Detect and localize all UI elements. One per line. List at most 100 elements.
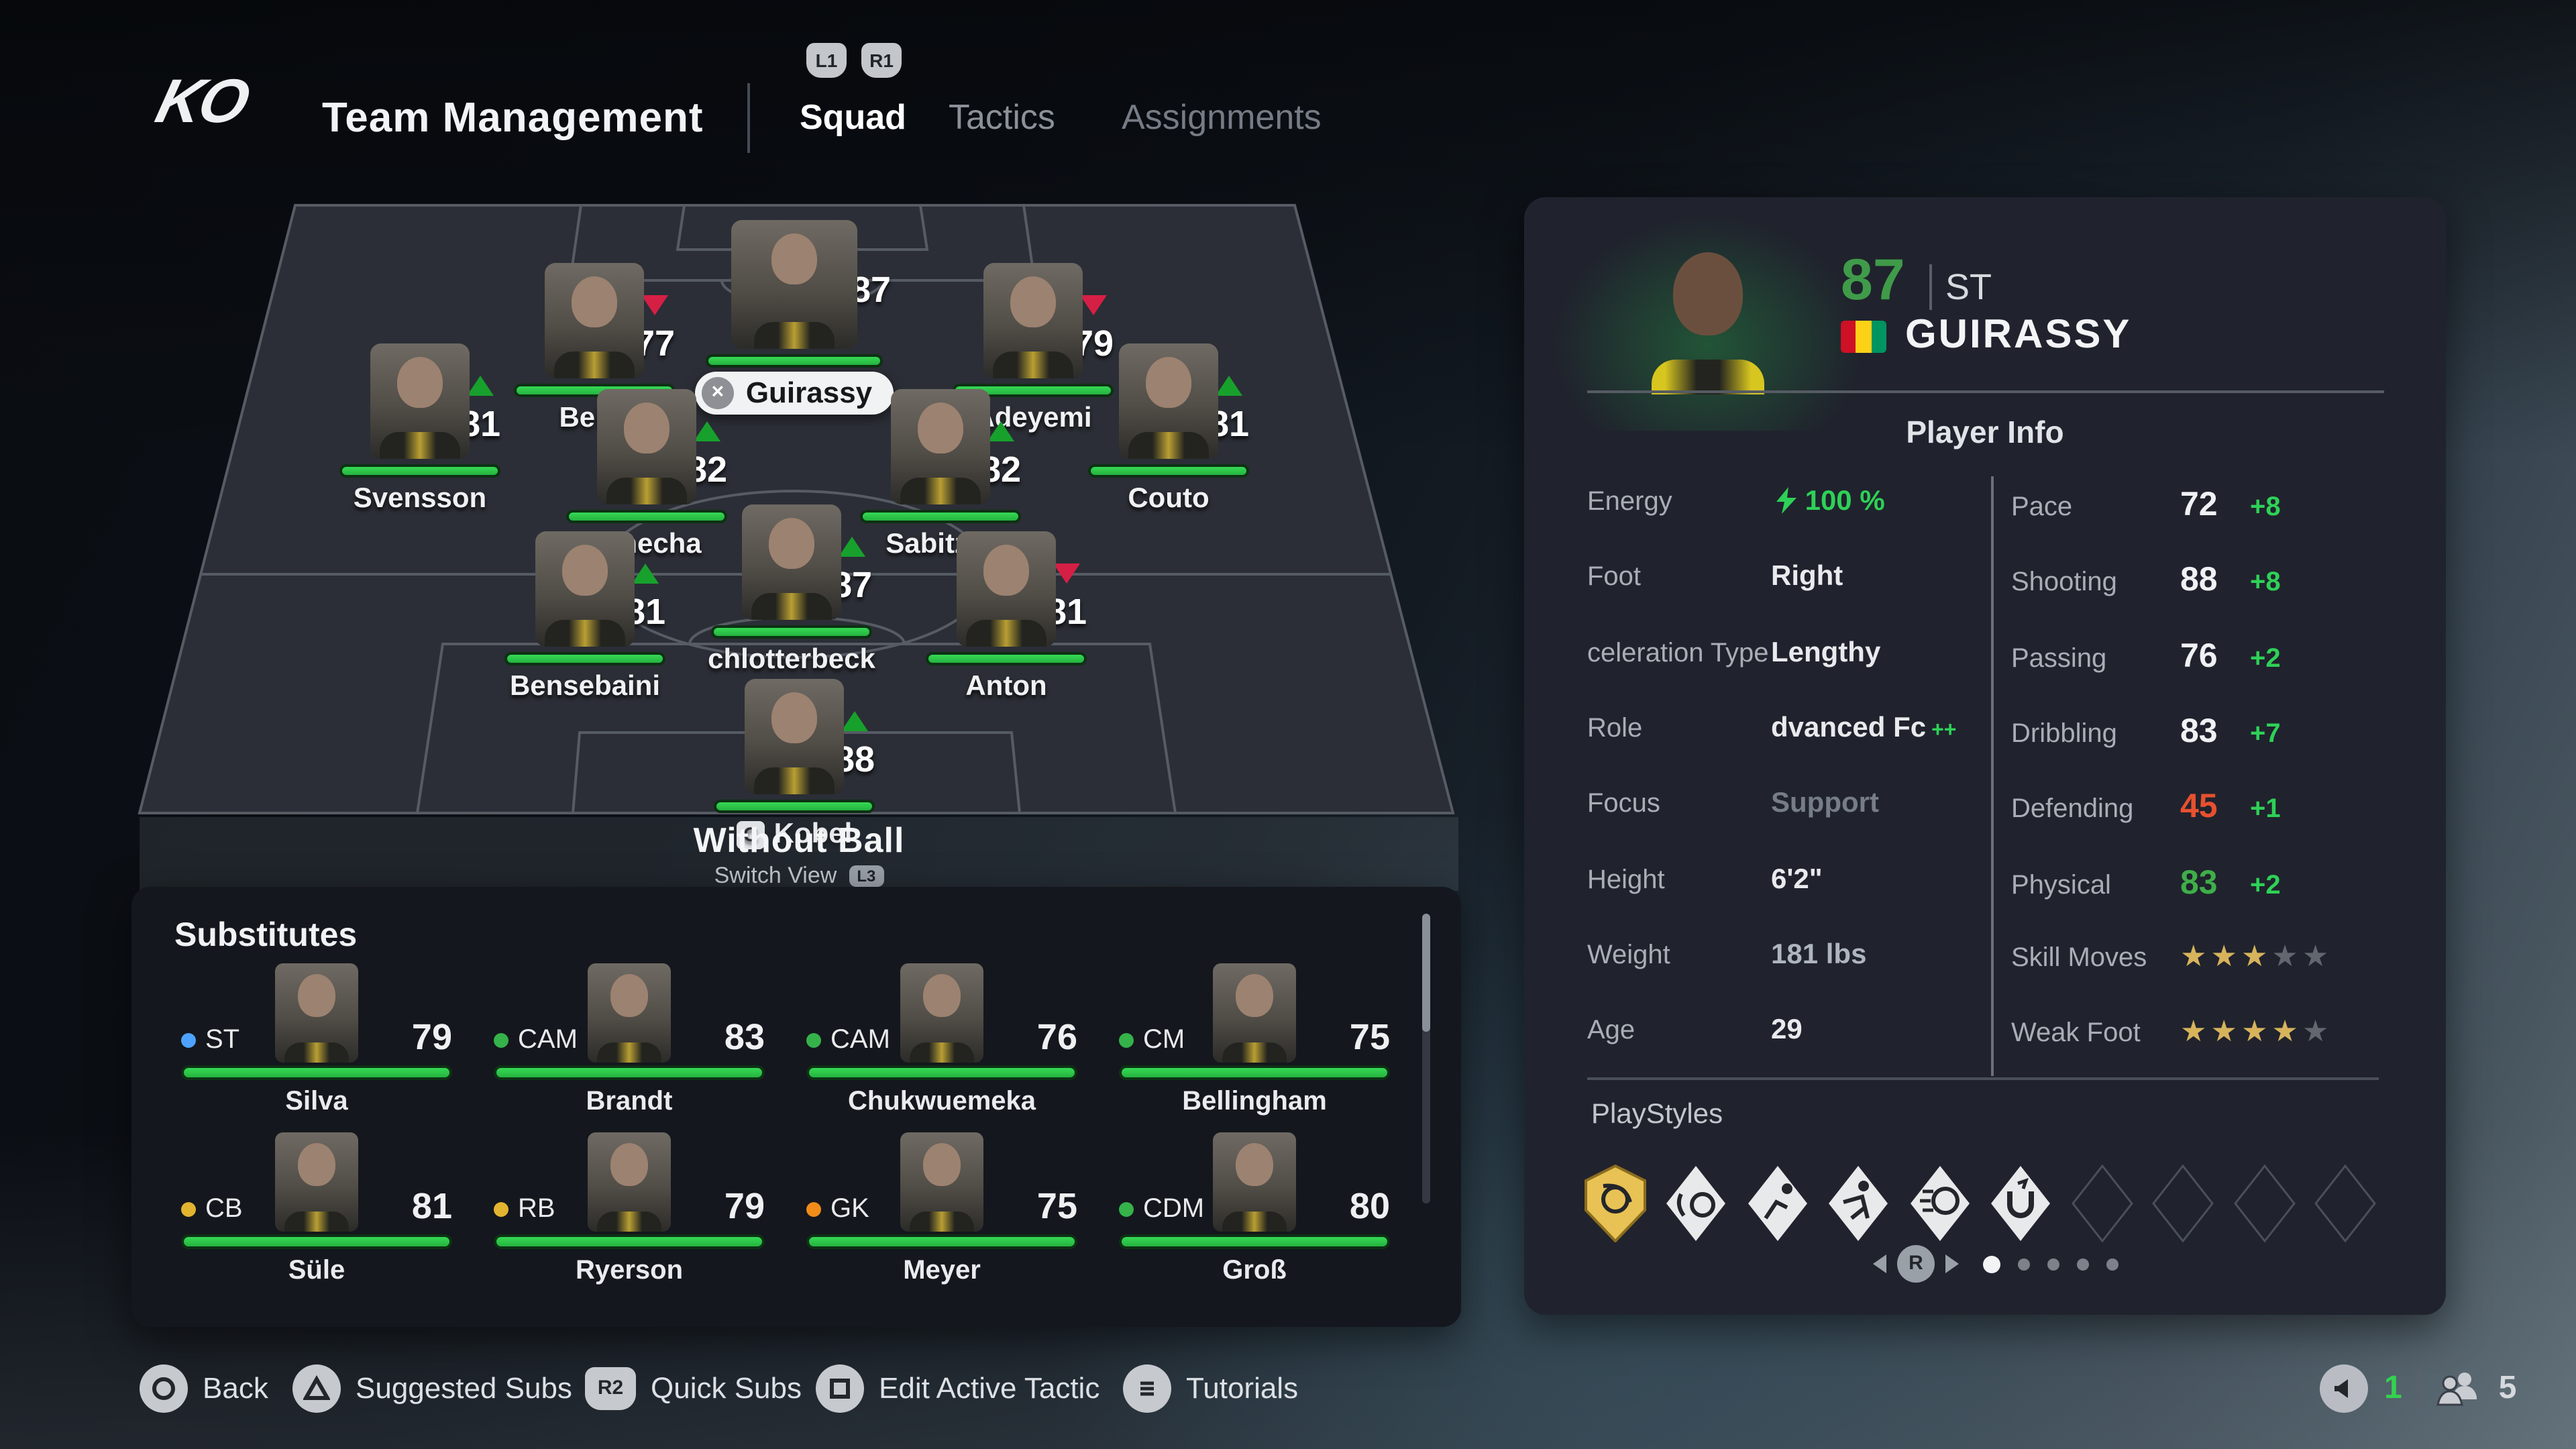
trend-up-icon bbox=[694, 421, 720, 441]
substitutes-title: Substitutes bbox=[174, 916, 358, 954]
playstyle-icon[interactable] bbox=[1665, 1165, 1727, 1242]
stat-row-defending: Defending 45 +1 bbox=[2011, 788, 2281, 825]
close-icon[interactable]: × bbox=[701, 377, 734, 409]
info-row-weight: Weight 181 lbs bbox=[1587, 939, 1867, 970]
energy-bar bbox=[566, 510, 727, 523]
player-info-panel: 87 ST GUIRASSY Player Info Energy 100 % … bbox=[1524, 197, 2446, 1315]
l1-button-icon[interactable]: L1 bbox=[806, 43, 847, 78]
r1-button-icon[interactable]: R1 bbox=[861, 43, 902, 78]
playstyle-icon[interactable] bbox=[1909, 1165, 1971, 1242]
pitch-player-svensson[interactable]: 81 Svensson bbox=[310, 343, 530, 515]
player-name: Silva bbox=[285, 1087, 348, 1116]
r2-button-icon: R2 bbox=[585, 1367, 636, 1410]
player-rating: 76 bbox=[1036, 1017, 1077, 1057]
tab-tactics[interactable]: Tactics bbox=[949, 97, 1055, 137]
playstyles-pager: R bbox=[1873, 1244, 2118, 1284]
player-portrait bbox=[588, 963, 671, 1063]
trend-up-icon bbox=[1216, 376, 1242, 396]
player-portrait bbox=[1213, 1132, 1296, 1232]
position-dot bbox=[806, 1202, 821, 1217]
switch-view-label[interactable]: Switch View bbox=[714, 863, 837, 888]
weak-foot-stars: ★★★★★ bbox=[2180, 1014, 2333, 1048]
scrollbar-thumb[interactable] bbox=[1422, 914, 1430, 1032]
pager-right-icon[interactable] bbox=[1945, 1254, 1959, 1273]
pitch-player-kobel[interactable]: 88 C Kobel bbox=[684, 679, 904, 851]
trend-down-icon bbox=[1053, 564, 1080, 584]
player-name: Bellingham bbox=[1182, 1087, 1327, 1116]
stat-row-physical: Physical 83 +2 bbox=[2011, 864, 2281, 902]
trend-up-icon bbox=[467, 376, 494, 396]
info-row-foot: Foot Right bbox=[1587, 561, 1843, 592]
player-portrait bbox=[891, 389, 990, 504]
lightning-bolt-icon bbox=[1776, 487, 1797, 514]
playstyle-icon[interactable] bbox=[1990, 1165, 2051, 1242]
action-edit-active-tactic[interactable]: Edit Active Tactic bbox=[816, 1363, 1099, 1414]
player-name: Couto bbox=[1128, 483, 1210, 514]
playstyle-plus-icon[interactable] bbox=[1585, 1164, 1646, 1243]
sub-player-chukwuemeka[interactable]: CAM 76 Chukwuemeka bbox=[806, 963, 1077, 1124]
energy-bar bbox=[339, 464, 500, 478]
sub-player-silva[interactable]: ST 79 Silva bbox=[181, 963, 452, 1124]
trend-up-icon bbox=[841, 711, 868, 731]
info-row-energy: Energy 100 % bbox=[1587, 486, 1885, 517]
sub-player-sule[interactable]: CB 81 Süle bbox=[181, 1132, 452, 1293]
action-suggested-subs[interactable]: Suggested Subs bbox=[292, 1363, 572, 1414]
action-tutorials[interactable]: Tutorials bbox=[1123, 1363, 1298, 1414]
player-portrait bbox=[588, 1132, 671, 1232]
player-name: Ryerson bbox=[575, 1256, 684, 1285]
player-portrait bbox=[1213, 963, 1296, 1063]
energy-bar bbox=[1088, 464, 1249, 478]
playstyle-icon[interactable] bbox=[1827, 1165, 1889, 1242]
player-name: Anton bbox=[965, 671, 1047, 702]
pager-dots[interactable] bbox=[1983, 1255, 2118, 1273]
tab-assignments[interactable]: Assignments bbox=[1122, 97, 1322, 137]
energy-bar bbox=[181, 1234, 452, 1249]
tab-squad[interactable]: Squad bbox=[800, 97, 906, 137]
player-name: chlotterbeck bbox=[708, 644, 875, 675]
player-name: Bensebaini bbox=[509, 671, 661, 702]
player-portrait bbox=[900, 1132, 983, 1232]
subs-scrollbar[interactable] bbox=[1422, 914, 1430, 1203]
player-portrait bbox=[275, 963, 358, 1063]
energy-bar bbox=[1119, 1234, 1390, 1249]
pitch-player-schlotterbeck[interactable]: 87 chlotterbeck bbox=[682, 504, 902, 676]
position-dot bbox=[1119, 1033, 1134, 1048]
pitch-player-couto[interactable]: 81 Couto bbox=[1059, 343, 1279, 515]
sub-player-gross[interactable]: CDM 80 Groß bbox=[1119, 1132, 1390, 1293]
pitch-player-bensebaini[interactable]: 81 Bensebaini bbox=[475, 531, 695, 703]
stat-row-pace: Pace 72 +8 bbox=[2011, 486, 2281, 523]
player-portrait bbox=[742, 504, 841, 620]
energy-bar bbox=[806, 1065, 1077, 1080]
playstyle-icon[interactable] bbox=[1747, 1165, 1809, 1242]
r-stick-button[interactable]: R bbox=[1897, 1245, 1935, 1283]
energy-bar bbox=[181, 1065, 452, 1080]
stat-row-passing: Passing 76 +2 bbox=[2011, 637, 2281, 675]
status-indicators: 1 5 bbox=[2320, 1363, 2516, 1414]
info-row-height: Height 6'2" bbox=[1587, 864, 1823, 895]
page-title: Team Management bbox=[322, 94, 704, 141]
sub-player-bellingham[interactable]: CM 75 Bellingham bbox=[1119, 963, 1390, 1124]
status-divider bbox=[2418, 1370, 2421, 1407]
sub-player-brandt[interactable]: CAM 83 Brandt bbox=[494, 963, 765, 1124]
player-full-name: GUIRASSY bbox=[1905, 313, 2132, 357]
speaker-icon[interactable] bbox=[2320, 1364, 2368, 1413]
trend-up-icon bbox=[632, 564, 659, 584]
player-name: Svensson bbox=[353, 483, 487, 514]
skill-moves-stars: ★★★★★ bbox=[2180, 939, 2333, 973]
captain-badge: C bbox=[736, 821, 765, 849]
selected-player-tag[interactable]: × Guirassy bbox=[694, 372, 894, 415]
voice-channel-count: 1 bbox=[2384, 1370, 2402, 1406]
sub-player-ryerson[interactable]: RB 79 Ryerson bbox=[494, 1132, 765, 1293]
energy-value: 100 % bbox=[1776, 486, 1885, 517]
energy-bar bbox=[806, 1234, 1077, 1249]
player-rating: 81 bbox=[411, 1186, 452, 1226]
pitch-player-adeyemi[interactable]: 79 Adeyemi bbox=[923, 263, 1143, 435]
pitch-player-anton[interactable]: 81 Anton bbox=[896, 531, 1116, 703]
player-portrait bbox=[900, 963, 983, 1063]
pager-left-icon[interactable] bbox=[1873, 1254, 1886, 1273]
action-back[interactable]: Back bbox=[140, 1363, 268, 1414]
pitch-player-guirassy-selected[interactable]: 87 × Guirassy bbox=[684, 220, 904, 415]
sub-player-meyer[interactable]: GK 75 Meyer bbox=[806, 1132, 1077, 1293]
action-quick-subs[interactable]: R2 Quick Subs bbox=[585, 1363, 802, 1414]
player-portrait bbox=[731, 220, 857, 349]
